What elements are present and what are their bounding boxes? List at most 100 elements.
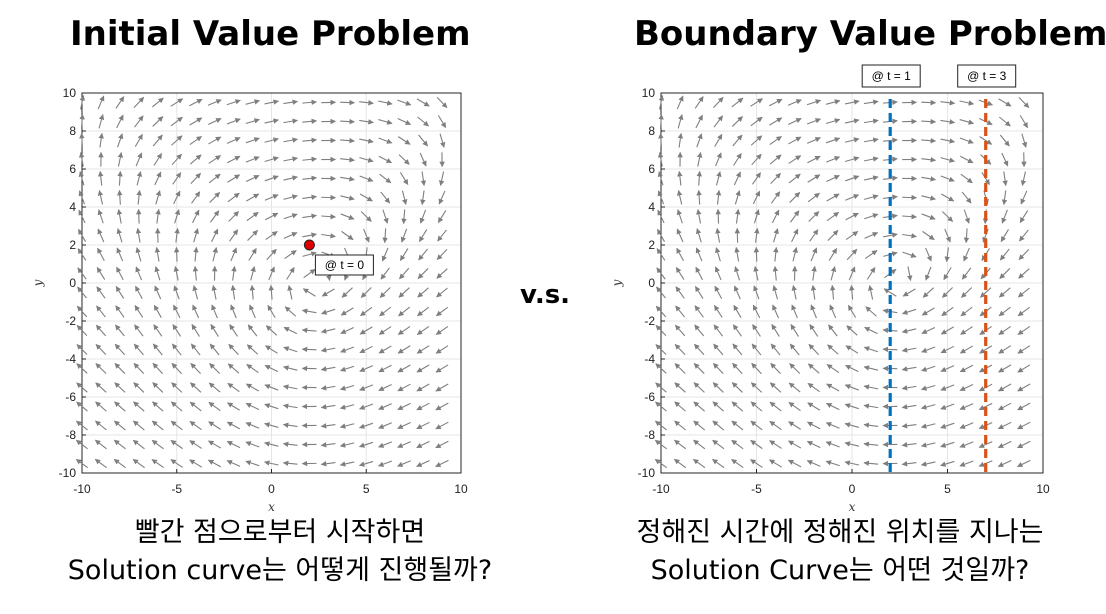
right-arrow — [902, 213, 917, 220]
left-arrow — [226, 460, 241, 467]
right-arrow — [654, 439, 668, 450]
right-arrow — [827, 230, 839, 241]
left-chart: -10 -5 0 5 10 -10 -8 -6 -4 -2 0 2 4 6 8 10 x y @ t = 0 — [31, 86, 468, 514]
right-arrow — [655, 324, 667, 337]
right-arrow — [811, 265, 817, 281]
right-arrow — [734, 208, 741, 224]
right-arrow — [733, 153, 742, 166]
right-arrow — [733, 285, 741, 300]
left-arrow — [397, 402, 411, 411]
right-arrow — [696, 151, 703, 167]
right-arrow — [901, 423, 917, 429]
right-arrow — [902, 233, 917, 239]
right-arrow — [944, 228, 951, 243]
left-arrow — [190, 343, 201, 356]
right-arrow — [695, 266, 704, 281]
left-arrow — [264, 384, 279, 391]
right-ytick-label: 4 — [648, 200, 655, 214]
right-arrow — [1001, 190, 1008, 206]
right-arrow — [806, 118, 822, 125]
right-arrow — [925, 247, 932, 262]
right-arrow — [940, 403, 955, 410]
left-arrow — [436, 96, 448, 109]
left-arrow — [171, 153, 182, 166]
right-arrow — [715, 189, 722, 205]
right-xtick-label: -10 — [652, 482, 670, 496]
left-arrow — [359, 422, 374, 429]
right-ytick-label: 0 — [648, 276, 655, 290]
left-arrow — [95, 420, 107, 431]
left-arrow — [302, 194, 317, 200]
right-arrow — [694, 305, 704, 318]
left-arrow — [113, 439, 126, 450]
left-arrow — [419, 152, 427, 167]
right-ytick-label: -8 — [644, 428, 655, 442]
right-arrow — [921, 307, 935, 316]
right-arrow — [844, 460, 860, 466]
left-arrow — [207, 117, 222, 126]
left-arrow — [152, 116, 164, 127]
left-arrow — [207, 459, 222, 468]
right-arrow — [940, 422, 955, 429]
left-arrow — [114, 382, 126, 393]
left-arrow — [113, 458, 126, 469]
left-arrow — [360, 211, 372, 222]
left-arrow — [135, 152, 143, 167]
left-arrow — [152, 343, 163, 356]
left-arrow — [230, 247, 237, 262]
right-arrow — [866, 267, 876, 280]
right-arrow — [675, 267, 685, 280]
right-arrow — [732, 343, 743, 356]
left-arrow — [379, 173, 392, 184]
left-arrow — [435, 421, 449, 430]
left-arrow — [378, 441, 393, 448]
left-arrow — [115, 96, 125, 109]
left-arrow — [226, 440, 241, 449]
left-arrow — [115, 305, 125, 318]
right-arrow — [693, 343, 705, 356]
right-arrow — [997, 421, 1012, 430]
right-arrow — [658, 113, 664, 129]
right-arrow — [925, 266, 932, 281]
right-arrow — [731, 382, 743, 393]
initial-point-label: @ t = 0 — [325, 258, 365, 272]
right-arrow — [770, 191, 781, 204]
left-arrow — [226, 137, 241, 144]
left-arrow — [191, 323, 200, 337]
right-arrow — [656, 286, 666, 299]
left-arrow — [245, 99, 260, 105]
right-arrow — [655, 344, 667, 355]
right-arrow — [810, 304, 817, 319]
left-arrow — [246, 363, 259, 374]
left-arrow — [189, 154, 202, 165]
left-arrow — [436, 248, 448, 261]
left-arrow — [78, 209, 86, 224]
right-caption: 정해진 시간에 정해진 위치를 지나는 Solution Curve는 어떤 것… — [580, 514, 1100, 590]
right-arrow — [693, 439, 706, 450]
left-arrow — [209, 363, 221, 374]
right-arrow — [712, 362, 724, 375]
right-arrow — [847, 304, 857, 318]
left-arrow — [339, 423, 355, 429]
right-arrow — [770, 343, 781, 356]
right-arrow — [901, 442, 917, 448]
right-arrow — [846, 325, 858, 336]
right-arrow — [1017, 383, 1031, 392]
left-xtick-label: -10 — [73, 482, 91, 496]
right-arrow — [960, 326, 973, 335]
right-arrow — [769, 135, 782, 146]
left-arrow — [283, 326, 298, 335]
right-arrow — [940, 175, 955, 182]
right-arrow — [789, 363, 801, 374]
right-arrow — [865, 306, 877, 317]
left-arrow — [76, 420, 88, 431]
right-arrow — [696, 133, 703, 148]
left-arrow — [208, 155, 222, 164]
right-arrow — [656, 248, 666, 261]
right-arrow — [830, 266, 837, 281]
right-arrow — [845, 212, 859, 221]
right-arrow — [810, 247, 818, 262]
right-arrow — [791, 284, 797, 300]
left-arrow — [79, 132, 85, 148]
left-arrow — [135, 266, 143, 281]
